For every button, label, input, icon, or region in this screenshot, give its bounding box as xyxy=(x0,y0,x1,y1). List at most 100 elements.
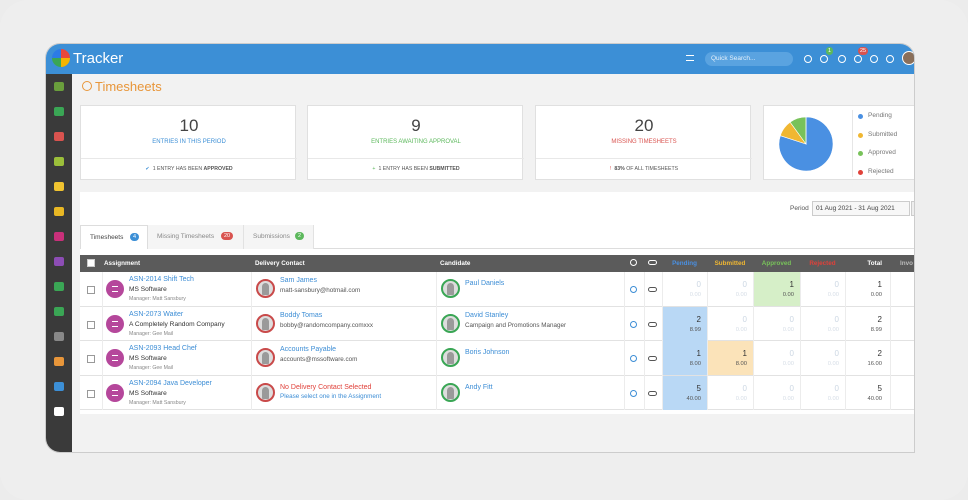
clock-icon[interactable] xyxy=(630,320,637,328)
sidebar-icon[interactable] xyxy=(54,357,64,366)
assignment-company: MS Software xyxy=(129,389,167,397)
stat-label: ENTRIES AWAITING APPROVAL xyxy=(371,139,461,145)
stat-note-icon: + xyxy=(372,166,376,172)
legend-divider xyxy=(852,110,853,177)
row-checkbox[interactable] xyxy=(87,389,95,398)
legend-swatch xyxy=(858,132,863,138)
row-checkbox[interactable] xyxy=(87,320,95,329)
sidebar-icon[interactable] xyxy=(54,332,64,341)
contact-name: No Delivery Contact Selected xyxy=(280,383,372,391)
amount-value: 0.00 xyxy=(782,361,794,367)
sidebar-icon[interactable] xyxy=(54,407,64,416)
highlight-cell xyxy=(754,272,800,306)
contact-name[interactable]: Sam James xyxy=(280,277,317,284)
stat-card: 20 MISSING TIMESHEETS! 83% OF ALL TIMESHEE… xyxy=(535,105,752,180)
cell-divider xyxy=(753,272,754,307)
count-value: 1 xyxy=(789,280,794,289)
cell-divider xyxy=(707,306,708,341)
stat-value: 9 xyxy=(411,116,421,135)
cell-divider xyxy=(753,306,754,341)
assignment-title[interactable]: ASN-2094 Java Developer xyxy=(129,379,212,387)
user-avatar[interactable] xyxy=(902,51,914,65)
chat-icon[interactable] xyxy=(820,55,828,63)
header-checkbox[interactable] xyxy=(87,259,95,267)
contact-detail: accounts@mssoftware.com xyxy=(280,356,358,363)
clock-icon[interactable] xyxy=(630,355,637,362)
assignment-title[interactable]: ASN-2073 Waiter xyxy=(129,310,184,318)
link-icon[interactable] xyxy=(648,287,657,292)
avatar-figure xyxy=(447,317,454,330)
amount-value: 0.00 xyxy=(735,395,747,402)
tab[interactable]: Submissions 2 xyxy=(244,225,314,249)
link-icon[interactable] xyxy=(648,390,657,396)
assignment-manager: Manager: Gee Mail xyxy=(129,365,174,371)
link-icon[interactable] xyxy=(648,321,657,327)
assignment-company: MS Software xyxy=(129,286,167,293)
avatar-figure xyxy=(262,317,269,330)
row-checkbox[interactable] xyxy=(87,286,95,294)
cell-divider xyxy=(251,341,252,376)
candidate-name[interactable]: Paul Daniels xyxy=(465,280,505,287)
tab[interactable]: Missing Timesheets 20 xyxy=(148,225,244,249)
amount-value: 40.00 xyxy=(686,395,701,402)
cell-divider xyxy=(845,306,846,341)
flag-icon[interactable] xyxy=(870,55,878,63)
stat-note-text: OF ALL TIMESHEETS xyxy=(626,166,679,172)
amount-value: 0.00 xyxy=(827,395,839,402)
candidate-name[interactable]: Boris Johnson xyxy=(465,349,510,356)
assignment-company: MS Software xyxy=(129,355,167,362)
app-screen: Tracker Quick Search... 1 25 Timesheets 10 ENT… xyxy=(46,44,914,452)
cell-divider xyxy=(845,375,846,410)
assignment-icon-lines xyxy=(112,286,118,292)
period-button[interactable] xyxy=(911,201,914,216)
cell-divider xyxy=(662,375,663,410)
assignment-title[interactable]: ASN-2093 Head Chef xyxy=(129,345,197,352)
sidebar-icon[interactable] xyxy=(54,282,64,291)
sidebar-icon[interactable] xyxy=(54,382,64,391)
stat-note-strong: SUBMITTED xyxy=(429,166,460,172)
assignment-title[interactable]: ASN-2014 Shift Tech xyxy=(129,276,194,283)
help-icon[interactable] xyxy=(804,55,812,63)
sidebar-icon[interactable] xyxy=(54,107,64,116)
amount-value: 0.00 xyxy=(870,292,882,298)
period-input[interactable] xyxy=(812,201,910,216)
sidebar-icon[interactable] xyxy=(54,307,64,316)
amount-value: 0.00 xyxy=(689,292,701,298)
search-input[interactable] xyxy=(705,52,793,66)
contact-name[interactable]: Boddy Tomas xyxy=(280,311,323,319)
legend-swatch xyxy=(858,151,863,156)
sidebar-icon[interactable] xyxy=(54,157,64,166)
row-checkbox[interactable] xyxy=(87,355,95,363)
period-label: Period xyxy=(790,205,809,212)
pie-card: Pending Submitted Approved Rejected xyxy=(763,105,914,180)
amount-value: 0.00 xyxy=(735,292,747,298)
count-value: 0 xyxy=(742,280,747,289)
count-value: 1 xyxy=(742,349,747,358)
sidebar-icon[interactable] xyxy=(54,132,64,141)
clock-icon[interactable] xyxy=(630,389,637,397)
assignment-icon-lines xyxy=(112,389,118,396)
column-header: Delivery Contact xyxy=(255,260,305,267)
contact-name[interactable]: Accounts Payable xyxy=(280,346,337,353)
stat-divider xyxy=(81,158,297,159)
column-header: Rejected xyxy=(809,260,836,267)
sidebar-icon[interactable] xyxy=(54,207,64,216)
candidate-name[interactable]: David Stanley xyxy=(465,311,509,319)
candidate-name[interactable]: Andy Fitt xyxy=(465,383,493,391)
cell-divider xyxy=(662,306,663,341)
tools-icon[interactable] xyxy=(838,55,846,63)
history-icon[interactable] xyxy=(886,55,894,63)
tab[interactable]: Timesheets 4 xyxy=(80,225,148,249)
clock-icon[interactable] xyxy=(630,286,637,293)
clock-header-icon xyxy=(630,259,637,266)
sidebar-icon[interactable] xyxy=(54,257,64,266)
sidebar-icon[interactable] xyxy=(54,182,64,191)
period-value: 01 Aug 2021 - 31 Aug 2021 xyxy=(816,205,895,212)
link-icon[interactable] xyxy=(648,356,657,361)
legend-swatch xyxy=(858,114,863,119)
cell-divider xyxy=(644,306,645,341)
sidebar-icon[interactable] xyxy=(54,232,64,241)
bell-icon[interactable] xyxy=(854,55,862,63)
sidebar-icon[interactable] xyxy=(54,82,64,91)
tab-label: Missing Timesheets xyxy=(157,233,215,240)
